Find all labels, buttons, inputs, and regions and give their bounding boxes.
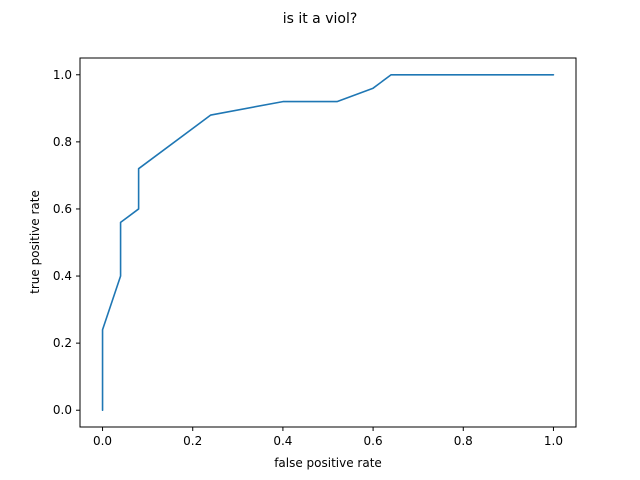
y-tick-label: 0.6 <box>53 202 72 216</box>
y-tick-label: 0.2 <box>53 336 72 350</box>
x-tick-label: 1.0 <box>544 434 563 448</box>
x-tick-label: 0.2 <box>183 434 202 448</box>
roc-curve-line <box>101 73 555 412</box>
y-tick-label: 0.4 <box>53 269 72 283</box>
x-tick-label: 0.4 <box>273 434 292 448</box>
chart-title: is it a viol? <box>283 11 358 27</box>
plot-frame <box>79 57 577 428</box>
y-axis-label: true positive rate <box>28 190 42 294</box>
y-tick-label: 1.0 <box>53 68 72 82</box>
x-tick-label: 0.0 <box>93 434 112 448</box>
x-axis-label: false positive rate <box>274 456 382 470</box>
x-tick-label: 0.6 <box>364 434 383 448</box>
y-tick-label: 0.8 <box>53 135 72 149</box>
plot-area: 0.0 0.2 0.4 0.6 0.8 1.0 0.0 0.2 0.4 0.6 0.8 1.0 <box>53 57 577 448</box>
x-tick-label: 0.8 <box>454 434 473 448</box>
y-tick-label: 0.0 <box>53 403 72 417</box>
